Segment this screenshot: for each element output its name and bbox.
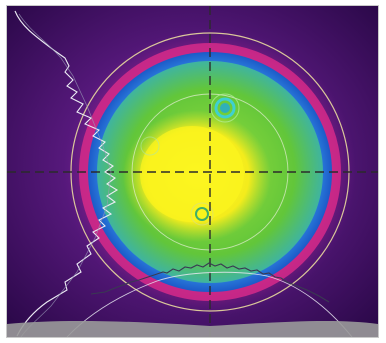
beam-profile-image	[7, 6, 378, 337]
horizontal-profile-trace	[90, 262, 330, 303]
diffraction-artifact-2	[190, 202, 214, 226]
beam-profile-view	[6, 5, 379, 338]
horizontal-profile-trace-light	[66, 271, 353, 337]
hot-spot	[140, 126, 244, 222]
bottom-baseline-band	[7, 320, 378, 337]
vertical-profile-trace	[14, 10, 119, 337]
diffraction-artifact-3	[140, 136, 160, 156]
diffraction-artifact-1	[210, 93, 240, 123]
